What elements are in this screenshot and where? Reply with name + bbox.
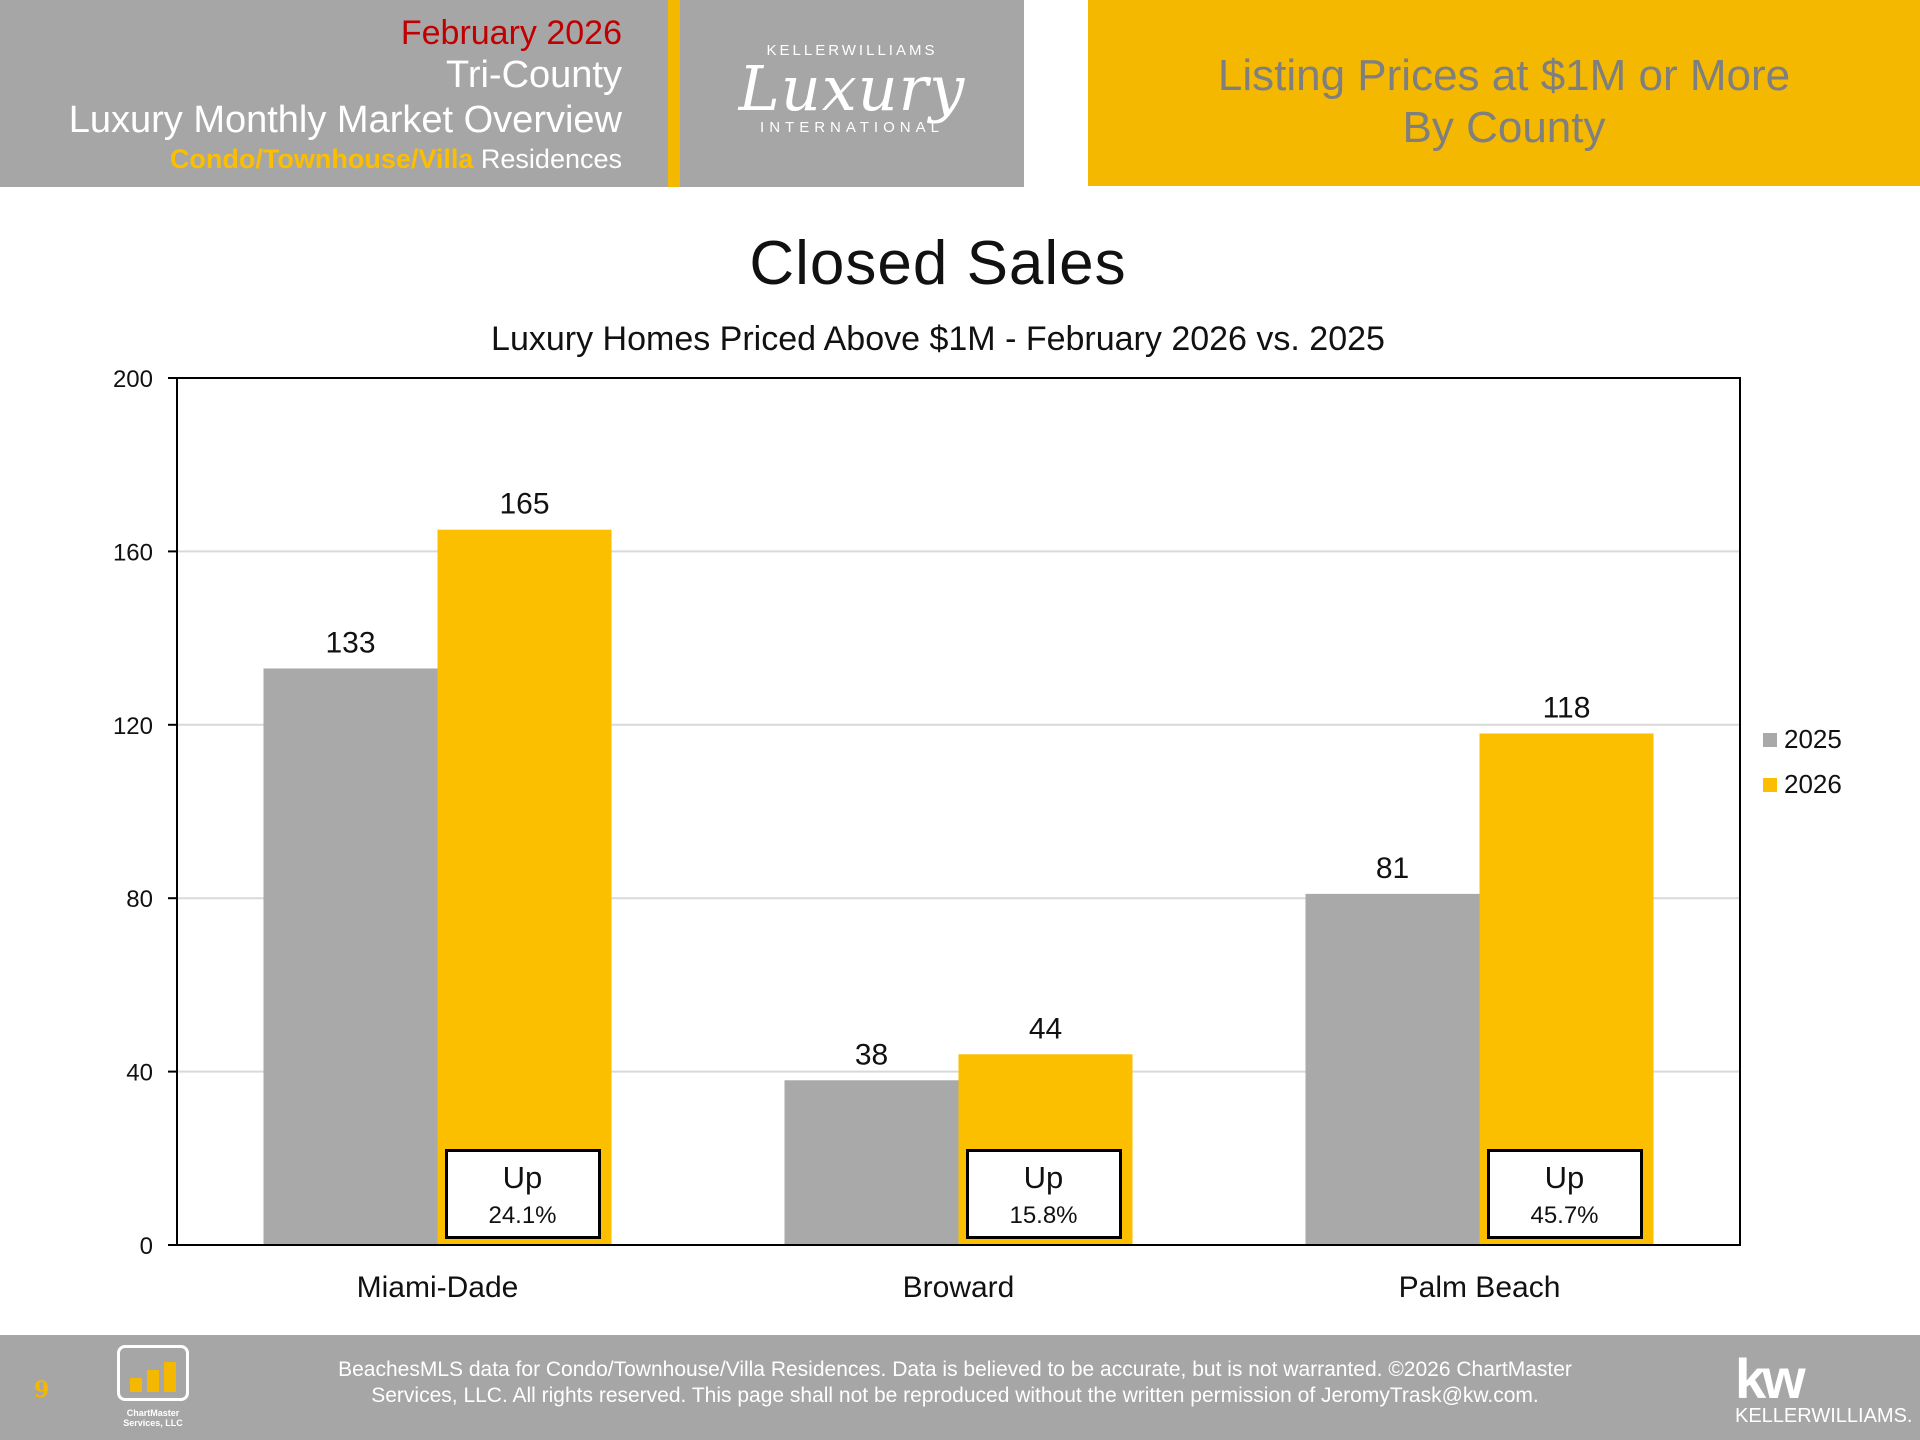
property-type-highlight: Condo/Townhouse/Villa bbox=[169, 144, 474, 174]
chart-legend: 2025 2026 bbox=[1763, 717, 1842, 807]
annotation-direction: Up bbox=[502, 1160, 543, 1195]
y-tick-label: 40 bbox=[126, 1060, 153, 1087]
chartmaster-logo-text: ChartMaster Services, LLC bbox=[123, 1408, 183, 1428]
bar-chart: 0 40 80 120 160 200 133 165 Miami-Dade 38 44 Browar… bbox=[113, 366, 1741, 1304]
annotation-percent: 45.7% bbox=[1530, 1202, 1599, 1229]
header-divider bbox=[668, 0, 680, 187]
plot-frame bbox=[176, 377, 1741, 1246]
legend-item-2026: 2026 bbox=[1763, 762, 1842, 807]
bar-2025-palm-beach bbox=[1305, 893, 1480, 1245]
x-category-label: Broward bbox=[903, 1271, 1015, 1304]
data-label: 44 bbox=[1029, 1012, 1062, 1045]
logo-top-text: KELLERWILLIAMS bbox=[766, 42, 938, 59]
page-number: 9 bbox=[34, 1377, 50, 1403]
change-annotation: Up 45.7% bbox=[1486, 1149, 1643, 1239]
y-tick-label: 120 bbox=[113, 713, 153, 740]
legend-label-2025: 2025 bbox=[1784, 724, 1842, 754]
logo-bottom-text: INTERNATIONAL bbox=[760, 119, 944, 136]
bar-2025-broward bbox=[784, 1080, 959, 1245]
data-label: 165 bbox=[499, 488, 549, 521]
change-annotation: Up 24.1% bbox=[444, 1149, 601, 1239]
section-banner: Listing Prices at $1M or More By County bbox=[1088, 0, 1920, 186]
change-annotation: Up 15.8% bbox=[965, 1149, 1122, 1239]
legend-swatch-2025 bbox=[1763, 732, 1777, 747]
logo-script-text: Luxury bbox=[738, 52, 966, 125]
keller-williams-logo: kw KELLERWILLIAMS. bbox=[1735, 1347, 1913, 1428]
report-date: February 2026 bbox=[400, 14, 622, 52]
disclaimer-line1: BeachesMLS data for Condo/Townhouse/Vill… bbox=[338, 1358, 1572, 1381]
chartmaster-logo-icon bbox=[117, 1345, 189, 1401]
section-title-line1: Listing Prices at $1M or More bbox=[1217, 51, 1791, 100]
data-label: 118 bbox=[1543, 691, 1591, 724]
kw-name: KELLERWILLIAMS. bbox=[1735, 1405, 1913, 1427]
annotation-direction: Up bbox=[1544, 1160, 1585, 1195]
legend-swatch-2026 bbox=[1763, 777, 1777, 792]
y-tick-label: 80 bbox=[126, 886, 153, 913]
y-tick-label: 200 bbox=[113, 366, 153, 393]
y-tick-label: 160 bbox=[113, 539, 153, 566]
property-type: Condo/Townhouse/Villa Residences bbox=[170, 144, 622, 175]
bar-2025-miami-dade bbox=[263, 668, 438, 1245]
chart-subtitle: Luxury Homes Priced Above $1M - February… bbox=[491, 320, 1385, 358]
data-label: 38 bbox=[855, 1038, 888, 1071]
y-tick-label: 0 bbox=[140, 1233, 153, 1260]
kw-mark: kw bbox=[1735, 1347, 1806, 1410]
disclaimer-line2: Services, LLC. All rights reserved. This… bbox=[371, 1384, 1539, 1407]
annotation-percent: 15.8% bbox=[1009, 1202, 1078, 1229]
annotation-direction: Up bbox=[1023, 1160, 1064, 1195]
report-header: February 2026 Tri-County Luxury Monthly … bbox=[0, 0, 668, 187]
annotation-percent: 24.1% bbox=[488, 1202, 557, 1229]
bar-2026-miami-dade bbox=[437, 529, 612, 1245]
x-category-label: Palm Beach bbox=[1399, 1271, 1561, 1304]
footer: 9 ChartMaster Services, LLC BeachesMLS d… bbox=[0, 1335, 1920, 1440]
report-title: Luxury Monthly Market Overview bbox=[68, 99, 622, 141]
legend-item-2025: 2025 bbox=[1763, 717, 1842, 762]
data-label: 133 bbox=[325, 626, 375, 659]
data-label: 81 bbox=[1376, 852, 1409, 885]
report-region: Tri-County bbox=[446, 54, 622, 96]
legend-label-2026: 2026 bbox=[1784, 769, 1842, 799]
disclaimer: BeachesMLS data for Condo/Townhouse/Vill… bbox=[230, 1357, 1680, 1409]
kw-luxury-logo: KELLERWILLIAMS Luxury INTERNATIONAL bbox=[680, 0, 1024, 187]
section-title-line2: By County bbox=[1402, 103, 1606, 152]
chart-title: Closed Sales bbox=[749, 229, 1127, 298]
property-type-suffix: Residences bbox=[480, 144, 622, 174]
x-category-label: Miami-Dade bbox=[357, 1271, 519, 1304]
